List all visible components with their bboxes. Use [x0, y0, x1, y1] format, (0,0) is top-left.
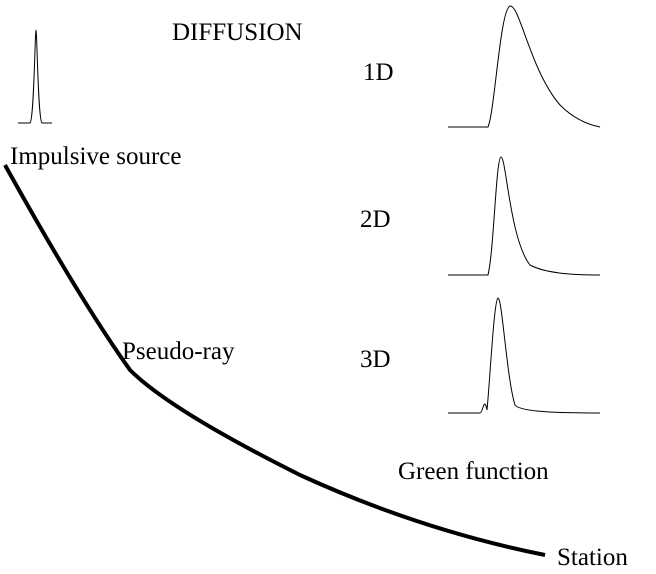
pseudo-ray-curve	[3, 164, 546, 557]
ray-label: Pseudo-ray	[122, 338, 235, 365]
station-label: Station	[557, 544, 628, 571]
dimension-label: 2D	[360, 206, 391, 233]
green-function-2d	[448, 156, 601, 276]
dimension-label: 3D	[360, 346, 391, 373]
green-function-label: Green function	[398, 458, 549, 485]
green-function-3d	[448, 297, 601, 414]
dimension-label: 1D	[363, 59, 394, 86]
title: DIFFUSION	[172, 19, 303, 46]
green-function-1d	[448, 5, 601, 128]
impulse-pulse	[18, 29, 52, 124]
source-label: Impulsive source	[10, 143, 181, 170]
